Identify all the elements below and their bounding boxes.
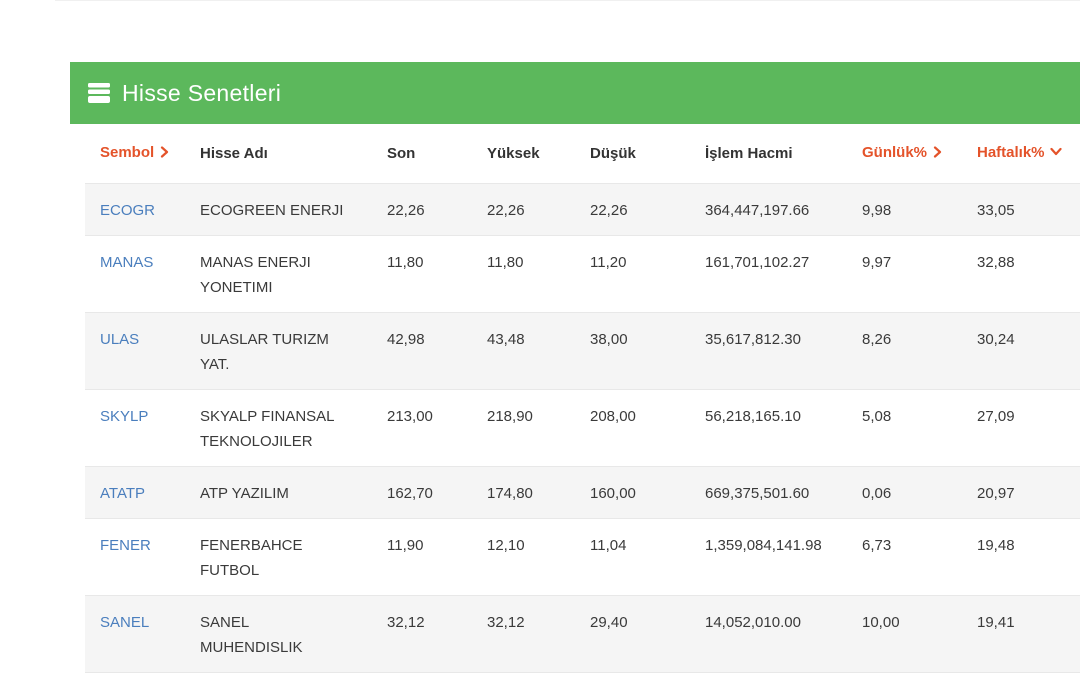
column-header-daily[interactable]: Günlük% [847,124,962,184]
cell-name: SANEL MUHENDISLIK [200,614,303,656]
cell-daily: 5,08 [862,408,892,425]
cell-high: 32,12 [487,614,525,631]
cell-low: 11,20 [590,254,627,271]
cell-high: 218,90 [487,408,533,425]
cell-daily: 10,00 [862,614,900,631]
symbol-link[interactable]: SKYLP [100,408,149,425]
cell-weekly: 27,09 [977,408,1015,425]
symbol-link[interactable]: ULAS [100,331,140,348]
cell-weekly: 33,05 [977,202,1015,219]
cell-weekly: 20,97 [977,485,1015,502]
cell-symbol: SKYLP [85,390,185,467]
column-label: Günlük% [862,144,928,161]
book-icon [86,80,112,106]
cell-volume: 161,701,102.27 [705,254,810,271]
cell-weekly: 30,24 [977,331,1015,348]
cell-name: ECOGREEN ENERJI [200,202,344,219]
cell-last: 213,00 [387,408,433,425]
cell-high: 43,48 [487,331,525,348]
cell-name: ATP YAZILIM [200,485,289,502]
cell-high: 22,26 [487,202,525,219]
column-header-symbol[interactable]: Sembol [85,124,185,184]
column-label: Yüksek [487,144,540,162]
stocks-table-container: Sembol Hisse Adı Son Yüksek Düşük İşlem Hacmi… [85,124,1080,673]
chevron-right-icon [932,145,944,162]
cell-low: 11,04 [590,537,627,554]
cell-last: 162,70 [387,485,433,502]
symbol-link[interactable]: ECOGR [100,202,156,219]
cell-name: FENERBAHCE FUTBOL [200,537,303,579]
symbol-link[interactable]: SANEL [100,614,150,631]
cell-name: MANAS ENERJI YONETIMI [200,254,311,296]
cell-volume: 35,617,812.30 [705,331,801,348]
panel-header: Hisse Senetleri [70,62,1080,124]
table-row: ATATP ATP YAZILIM 162,70 174,80 160,00 669,37… [85,466,1080,519]
cell-low: 22,26 [590,202,628,219]
cell-symbol: ULAS [85,313,185,390]
table-header: Sembol Hisse Adı Son Yüksek Düşük İşlem Hacmi… [85,124,1080,184]
column-header-name[interactable]: Hisse Adı [185,124,372,184]
column-label: İşlem Hacmi [705,144,793,162]
table-row: FENER FENERBAHCE FUTBOL 11,90 12,10 11,04 1,3… [85,518,1080,596]
symbol-link[interactable]: ATATP [100,485,145,502]
cell-name: SKYALP FINANSAL TEKNOLOJILER [200,408,335,450]
column-header-last[interactable]: Son [372,124,472,184]
cell-daily: 0,06 [862,485,892,502]
column-header-high[interactable]: Yüksek [472,124,575,184]
panel-title: Hisse Senetleri [122,79,282,106]
cell-high: 12,10 [487,537,525,554]
cell-daily: 9,98 [862,202,892,219]
table-row: SANEL SANEL MUHENDISLIK 32,12 32,12 29,40 14,… [85,595,1080,673]
column-label: Sembol [100,144,155,161]
cell-low: 29,40 [590,614,628,631]
table-row: SKYLP SKYALP FINANSAL TEKNOLOJILER 213,00 2… [85,389,1080,467]
cell-low: 208,00 [590,408,636,425]
cell-last: 11,90 [387,537,424,554]
symbol-link[interactable]: FENER [100,537,151,554]
cell-symbol: SANEL [85,596,185,673]
cell-weekly: 19,48 [977,537,1015,554]
cell-symbol: MANAS [85,236,185,313]
column-label: Son [387,144,416,162]
top-divider [55,0,1080,1]
column-header-low[interactable]: Düşük [575,124,690,184]
cell-volume: 1,359,084,141.98 [705,537,822,554]
column-label: Düşük [590,144,636,162]
table-row: ECOGR ECOGREEN ENERJI 22,26 22,26 22,26 364,4… [85,183,1080,236]
cell-last: 22,26 [387,202,425,219]
cell-volume: 56,218,165.10 [705,408,801,425]
cell-symbol: ATATP [85,467,185,519]
cell-weekly: 19,41 [977,614,1015,631]
chevron-down-icon [1049,145,1062,162]
column-header-weekly[interactable]: Haftalık% [962,124,1080,184]
cell-volume: 14,052,010.00 [705,614,801,631]
chevron-right-icon [159,145,171,162]
cell-low: 160,00 [590,485,636,502]
cell-daily: 6,73 [862,537,892,554]
stocks-table: Sembol Hisse Adı Son Yüksek Düşük İşlem Hacmi… [85,124,1080,673]
cell-volume: 669,375,501.60 [705,485,810,502]
cell-volume: 364,447,197.66 [705,202,810,219]
table-body: ECOGR ECOGREEN ENERJI 22,26 22,26 22,26 364,4… [85,183,1080,673]
cell-daily: 9,97 [862,254,892,271]
cell-last: 32,12 [387,614,425,631]
cell-low: 38,00 [590,331,628,348]
column-label: Haftalık% [977,144,1045,161]
cell-high: 11,80 [487,254,524,271]
column-header-volume[interactable]: İşlem Hacmi [690,124,847,184]
cell-daily: 8,26 [862,331,892,348]
table-row: ULAS ULASLAR TURIZM YAT. 42,98 43,48 38,00 35… [85,312,1080,390]
cell-symbol: ECOGR [85,184,185,236]
cell-weekly: 32,88 [977,254,1015,271]
cell-last: 42,98 [387,331,425,348]
cell-name: ULASLAR TURIZM YAT. [200,331,329,373]
symbol-link[interactable]: MANAS [100,254,154,271]
header-row: Sembol Hisse Adı Son Yüksek Düşük İşlem Hacmi… [85,124,1080,184]
cell-last: 11,80 [387,254,424,271]
cell-high: 174,80 [487,485,533,502]
column-label: Hisse Adı [200,144,268,162]
table-row: MANAS MANAS ENERJI YONETIMI 11,80 11,80 11,2… [85,235,1080,313]
cell-symbol: FENER [85,519,185,596]
